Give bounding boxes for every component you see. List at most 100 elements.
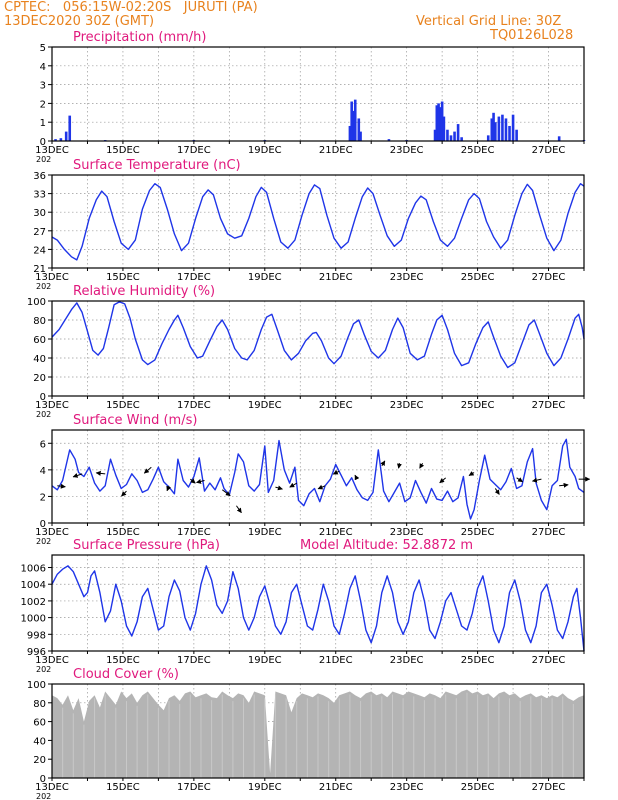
cloud-ytick-label: 60	[33, 718, 46, 729]
rh-ytick-label: 60	[33, 335, 46, 346]
wind-vector-arrow	[166, 485, 172, 492]
model-altitude-note: Model Altitude: 52.8872 m	[300, 538, 473, 553]
wind-date-label: 25DEC	[461, 527, 495, 538]
precip-bar	[435, 105, 439, 141]
wind-vector-arrow	[121, 490, 127, 497]
header-grid-note: Vertical Grid Line: 30Z	[416, 14, 562, 29]
cloud-ytick-label: 0	[40, 774, 46, 785]
rh-date-label: 17DEC	[177, 400, 211, 411]
cloud-date-label: 17DEC	[177, 782, 211, 793]
precip-date-label: 17DEC	[177, 145, 211, 156]
wind-vector-arrow	[439, 477, 447, 484]
press-date-label: 13DEC	[35, 655, 69, 666]
cloud-date-label: 25DEC	[461, 782, 495, 793]
cloud-date-label: 13DEC	[35, 782, 69, 793]
precip-bar	[508, 125, 511, 141]
wind-ytick-label: 6	[40, 439, 46, 450]
rh-date-label: 13DEC	[35, 400, 69, 411]
rh-date-label: 23DEC	[390, 400, 424, 411]
press-ytick-label: 1002	[21, 597, 46, 608]
press-ytick-label: 998	[27, 630, 46, 641]
temp-ytick-label: 30	[33, 208, 46, 219]
temp-date-label: 13DEC	[35, 272, 69, 283]
wind-vector-arrow	[380, 460, 386, 467]
wind-vector-arrow	[332, 469, 340, 475]
wind-ytick-label: 2	[40, 492, 46, 503]
wind-vector-arrow	[559, 482, 569, 488]
wind-vector-arrow	[275, 485, 283, 491]
rh-ytick-label: 40	[33, 354, 46, 365]
temp-ytick-label: 36	[33, 171, 46, 182]
rh-series-line	[51, 301, 585, 369]
precip-date-label: 19DEC	[248, 145, 282, 156]
precip-ytick-label: 5	[40, 43, 46, 54]
temp-date-label: 19DEC	[248, 272, 282, 283]
rh-year-label: 202	[36, 410, 51, 419]
precip-year-label: 202	[36, 155, 51, 164]
cloud-date-label: 19DEC	[248, 782, 282, 793]
wind-date-label: 23DEC	[390, 527, 424, 538]
precip-date-label: 21DEC	[319, 145, 353, 156]
precip-bar	[54, 139, 57, 141]
wind-vector-arrow	[72, 473, 83, 478]
header-run-id: TQ0126L028	[490, 28, 574, 43]
press-date-label: 17DEC	[177, 655, 211, 666]
header-datetime: 13DEC2020 30Z (GMT)	[4, 14, 155, 29]
precip-bar	[515, 129, 518, 141]
rh-ytick-label: 20	[33, 373, 46, 384]
precip-date-label: 13DEC	[35, 145, 69, 156]
press-date-label: 27DEC	[532, 655, 566, 666]
rh-date-label: 25DEC	[461, 400, 495, 411]
precip-bar	[486, 135, 490, 141]
cloud-date-label: 27DEC	[532, 782, 566, 793]
rh-ytick-label: 100	[27, 297, 46, 308]
precip-bar	[494, 122, 497, 141]
press-date-label: 19DEC	[248, 655, 282, 666]
precip-bar	[352, 110, 355, 141]
temp-ytick-label: 33	[33, 190, 46, 201]
precip-frame	[51, 46, 585, 142]
temp-date-label: 23DEC	[390, 272, 424, 283]
precip-bar	[437, 103, 440, 141]
temp-date-label: 25DEC	[461, 272, 495, 283]
wind-vector-arrow	[221, 489, 231, 497]
precip-bar	[492, 112, 495, 141]
wind-title: Surface Wind (m/s)	[73, 413, 197, 428]
precip-bar	[446, 129, 449, 141]
wind-vector-arrow	[196, 478, 205, 484]
wind-vector-arrow	[468, 471, 475, 476]
press-ytick-label: 1006	[21, 564, 46, 575]
precip-bar	[453, 131, 456, 141]
press-ytick-label: 996	[27, 647, 46, 658]
precip-date-label: 27DEC	[532, 145, 566, 156]
wind-ytick-label: 0	[40, 519, 46, 530]
cloud-ytick-label: 40	[33, 736, 46, 747]
temp-title: Surface Temperature (nC)	[73, 158, 241, 173]
cloud-year-label: 202	[36, 792, 51, 800]
precip-bar	[490, 118, 494, 141]
wind-vector-arrow	[57, 483, 66, 489]
press-year-label: 202	[36, 665, 51, 674]
precip-ytick-label: 4	[40, 62, 46, 73]
press-ytick-label: 1004	[21, 580, 46, 591]
temp-ytick-label: 24	[33, 245, 46, 256]
press-title: Surface Pressure (hPa)	[73, 538, 220, 553]
precip-date-label: 25DEC	[461, 145, 495, 156]
precip-bar	[433, 129, 437, 141]
wind-vector-arrow	[516, 477, 524, 483]
precip-bar	[442, 116, 446, 141]
cloud-date-label: 23DEC	[390, 782, 424, 793]
precip-date-label: 15DEC	[106, 145, 140, 156]
wind-vector-arrow	[397, 463, 402, 469]
wind-ytick-label: 4	[40, 466, 46, 477]
wind-vector-arrow	[95, 470, 106, 476]
precip-bar	[557, 136, 561, 141]
precip-bar	[497, 116, 501, 141]
wind-date-label: 13DEC	[35, 527, 69, 538]
precip-bar	[359, 131, 362, 141]
wind-date-label: 27DEC	[532, 527, 566, 538]
press-ytick-label: 1000	[21, 614, 46, 625]
precip-bar	[59, 138, 63, 141]
wind-date-label: 17DEC	[177, 527, 211, 538]
cloud-ytick-label: 100	[27, 680, 46, 691]
